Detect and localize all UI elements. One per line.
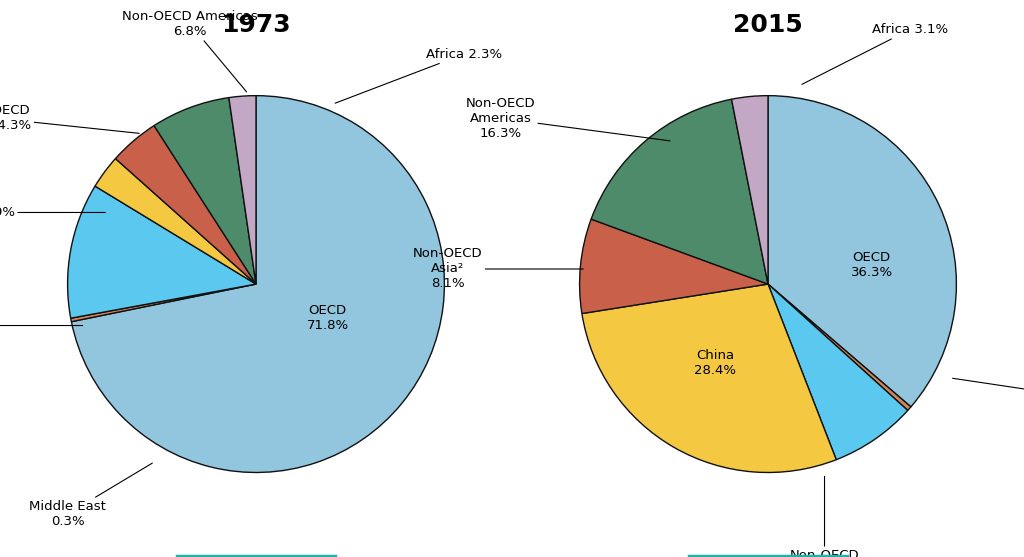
Wedge shape	[229, 96, 256, 284]
Wedge shape	[72, 96, 444, 472]
Wedge shape	[95, 159, 256, 284]
Wedge shape	[731, 96, 768, 284]
Wedge shape	[768, 284, 907, 460]
Text: OECD
36.3%: OECD 36.3%	[851, 251, 893, 279]
Text: Middle East
0.4%: Middle East 0.4%	[952, 378, 1024, 415]
Wedge shape	[580, 219, 768, 314]
Wedge shape	[582, 284, 837, 472]
Text: China 2.9%: China 2.9%	[0, 206, 105, 219]
Text: Non-OECD
Asia²
8.1%: Non-OECD Asia² 8.1%	[413, 247, 584, 291]
Text: Non-OECD
Americas
16.3%: Non-OECD Americas 16.3%	[466, 97, 670, 141]
Wedge shape	[591, 99, 768, 284]
Text: Non-OECD
Europe and Eurasia 7.4%: Non-OECD Europe and Eurasia 7.4%	[740, 476, 908, 557]
Text: Africa 3.1%: Africa 3.1%	[802, 23, 948, 84]
Wedge shape	[768, 96, 956, 407]
Wedge shape	[154, 97, 256, 284]
Text: Non-OECD Americas
6.8%: Non-OECD Americas 6.8%	[122, 10, 258, 92]
Wedge shape	[68, 186, 256, 318]
Title: 1973: 1973	[221, 13, 291, 37]
Wedge shape	[116, 126, 256, 284]
Text: Non-OECD
Europe and
Eurasia
11.6%: Non-OECD Europe and Eurasia 11.6%	[0, 296, 83, 354]
Text: OECD
71.8%: OECD 71.8%	[306, 304, 348, 332]
Text: China
28.4%: China 28.4%	[694, 349, 736, 377]
Wedge shape	[71, 284, 256, 322]
Text: Africa 2.3%: Africa 2.3%	[335, 48, 502, 103]
Wedge shape	[768, 284, 911, 411]
Title: 2015: 2015	[733, 13, 803, 37]
Text: Middle East
0.3%: Middle East 0.3%	[29, 463, 153, 528]
Text: Non-OECD
Asia² 4.3%: Non-OECD Asia² 4.3%	[0, 104, 139, 133]
